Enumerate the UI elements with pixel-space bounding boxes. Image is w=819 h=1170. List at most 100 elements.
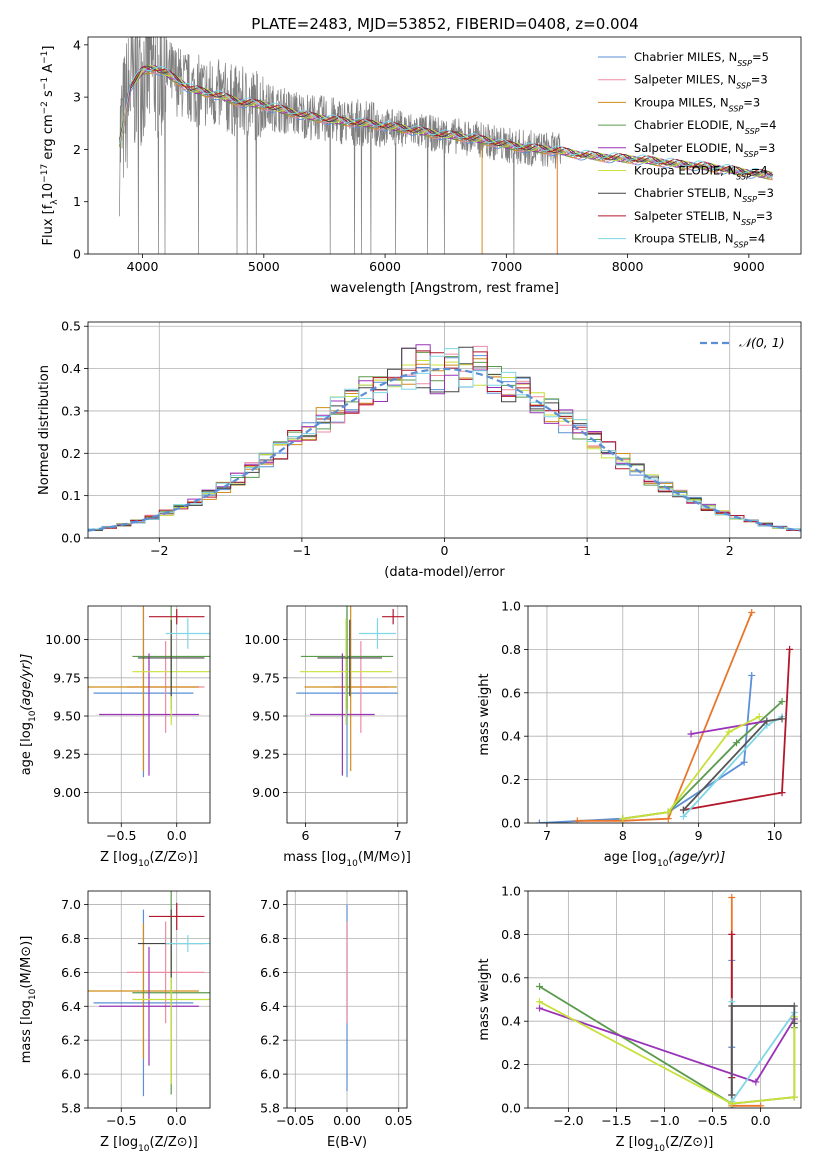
y-tick-label: 9.25: [53, 747, 81, 762]
weight-marker: [536, 1004, 544, 1012]
histogram-8: [88, 348, 801, 530]
axes-frame: [286, 890, 408, 1109]
y-tick-label: 0.8: [501, 927, 521, 942]
axes-frame: [286, 605, 408, 824]
x-tick-label: 7000: [490, 259, 522, 274]
weight-series-1: [577, 612, 753, 822]
x-tick-label: 10: [767, 828, 783, 843]
axes-age_vs_mass: 6 7 9.00 9.25 9.50 9.75 10.00 mass [log10(M/M⊙)…: [244, 605, 411, 869]
x-tick-label: 5000: [248, 259, 280, 274]
legend-label: Chabrier MILES, NSSP=5: [634, 50, 769, 68]
legend-label: Salpeter STELIB, NSSP=3: [634, 209, 773, 227]
y-tick-label: 7.0: [61, 897, 81, 912]
y-tick-label: 4: [73, 37, 81, 52]
y-tick-label: 0.4: [501, 729, 521, 744]
x-tick-label: −1.5: [601, 1113, 631, 1128]
legend-label: 𝒩(0, 1): [739, 335, 785, 350]
x-tick-label: 2: [726, 543, 734, 558]
weight-marker: [679, 812, 687, 820]
y-tick-label: 10.00: [244, 632, 280, 647]
weight-marker: [752, 1078, 760, 1086]
y-tick-label: 0.8: [501, 642, 521, 657]
y-tick-label: 9.50: [53, 709, 81, 724]
legend-label: Kroupa STELIB, NSSP=4: [634, 232, 765, 250]
weight-series-3: [683, 649, 791, 811]
legend-label: Chabrier ELODIE, NSSP=4: [634, 118, 776, 136]
weight-series-4: [539, 1007, 796, 1084]
x-tick-label: 7: [394, 828, 402, 843]
weight-series-6: [622, 715, 760, 820]
x-tick-label: 8: [619, 828, 627, 843]
y-tick-label: 5.8: [260, 1101, 280, 1116]
axes-frame: [87, 36, 802, 255]
x-tick-label: 1: [583, 543, 591, 558]
y-tick-label: 3: [73, 90, 81, 105]
weight-marker: [664, 808, 672, 816]
x-tick-label: 9000: [733, 259, 765, 274]
y-tick-label: 0.2: [501, 1057, 521, 1072]
model-spectrum-4: [119, 64, 773, 178]
weight-marker: [679, 806, 687, 814]
y-tick-label: 9.00: [53, 785, 81, 800]
x-tick-label: 0.0: [751, 1113, 771, 1128]
weight-series-2: [622, 700, 783, 820]
model-spectrum-8: [119, 66, 773, 177]
x-axis-label: wavelength [Angstrom, rest frame]: [330, 281, 559, 296]
y-axis-label: mass weight: [477, 958, 492, 1040]
axes-mass_vs_ebv: −0.05 0.00 0.05 5.8 6.0 6.2 6.4 6.6 6.8 7.0 E(B-V): [260, 890, 413, 1150]
x-axis-label: E(B-V): [327, 1135, 367, 1150]
ticks-mass_vs_ebv: −0.05 0.00 0.05 5.8 6.0 6.2 6.4 6.6 6.8 7.0: [260, 897, 413, 1128]
y-axis-label: age [log10(age/yr)]: [19, 654, 38, 776]
y-axis-label: mass weight: [477, 673, 492, 755]
plot-area-mass_vs_Z: [88, 891, 210, 1097]
ticks-age_vs_Z: −0.5 0.0 9.00 9.25 9.50 9.75 10.00: [45, 632, 187, 843]
x-tick-label: 6: [301, 828, 309, 843]
y-tick-label: 0.5: [61, 319, 81, 334]
y-tick-label: 9.75: [252, 670, 280, 685]
ticks-weight_vs_age: 7 8 9 10 0.0 0.2 0.4 0.6 0.8 1.0: [501, 599, 782, 844]
y-tick-label: 0.2: [501, 772, 521, 787]
weight-marker: [748, 609, 756, 617]
ticks-spectrum: 4000 5000 6000 7000 8000 9000 0 1 2 3 4: [73, 37, 765, 274]
y-tick-label: 7.0: [260, 897, 280, 912]
x-tick-label: −0.5: [697, 1113, 727, 1128]
ticks-age_vs_mass: 6 7 9.00 9.25 9.50 9.75 10.00: [244, 632, 402, 843]
x-axis-label: Z [log10(Z/Z⊙)]: [100, 1135, 198, 1154]
y-tick-label: 0.1: [61, 488, 81, 503]
y-tick-label: 6.6: [260, 965, 280, 980]
weight-marker: [778, 697, 786, 705]
x-tick-label: −0.5: [106, 828, 136, 843]
weight-marker: [728, 1100, 736, 1108]
weight-marker: [728, 1002, 736, 1010]
y-axis-label: Flux [fλ10−17 erg cm−2 s−1 A−1]: [40, 46, 60, 246]
ticks-mass_vs_Z: −0.5 0.0 5.8 6.0 6.2 6.4 6.6 6.8 7.0: [61, 897, 187, 1128]
y-tick-label: 9.50: [252, 709, 280, 724]
axes-mass_vs_Z: −0.5 0.0 5.8 6.0 6.2 6.4 6.6 6.8 7.0 Z [log10(Z/Z…: [19, 890, 211, 1154]
y-tick-label: 6.6: [61, 965, 81, 980]
grid-weight_vs_age: [528, 605, 801, 824]
axes-residuals: −2 −1 0 1 2 0.0 0.1 0.2 0.3 0.4 0.5 𝒩(0, 1) (data-mo…: [37, 319, 802, 580]
weight-marker: [728, 894, 736, 902]
x-tick-label: 4000: [127, 259, 159, 274]
plot-area-weight_vs_age: [535, 609, 794, 823]
plot-area-age_vs_Z: [88, 606, 210, 778]
weight-marker: [536, 998, 544, 1006]
x-tick-label: −1.0: [649, 1113, 679, 1128]
y-tick-label: 6.2: [260, 1033, 280, 1048]
weight-marker: [757, 1102, 765, 1108]
plot-area-age_vs_mass: [296, 606, 405, 778]
x-tick-label: 6000: [369, 259, 401, 274]
weight-marker: [778, 715, 786, 723]
x-tick-label: 7: [543, 828, 551, 843]
y-axis-label: mass [log10(M/M⊙)]: [19, 936, 38, 1064]
weight-marker: [687, 730, 695, 738]
ticks-weight_vs_Z: −2.0 −1.5 −1.0 −0.5 0.0 0.0 0.2 0.4 0.6 0.8 1.0: [501, 884, 770, 1129]
weight-marker: [755, 713, 763, 721]
y-tick-label: 0.0: [501, 1101, 521, 1116]
axes-weight_vs_age: 7 8 9 10 0.0 0.2 0.4 0.6 0.8 1.0 age [log10(age/yr…: [477, 599, 802, 869]
y-tick-label: 0.4: [61, 361, 81, 376]
y-tick-label: 6.8: [260, 931, 280, 946]
y-tick-label: 9.75: [53, 670, 81, 685]
y-tick-label: 1: [73, 194, 81, 209]
y-tick-label: 10.00: [45, 632, 81, 647]
